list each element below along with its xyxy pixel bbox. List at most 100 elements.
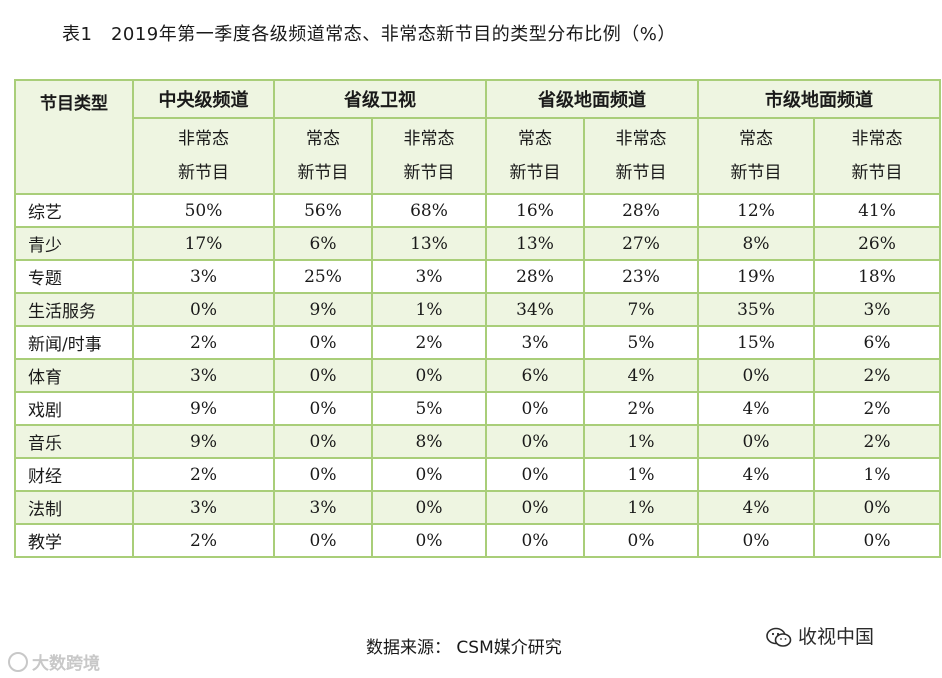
cell-value: 2% bbox=[132, 325, 275, 360]
cell-value: 0% bbox=[485, 424, 585, 459]
cell-value: 16% bbox=[485, 193, 585, 228]
cell-value: 0% bbox=[132, 292, 275, 327]
wechat-icon bbox=[766, 627, 792, 647]
cell-value: 3% bbox=[273, 490, 373, 525]
cell-value: 2% bbox=[132, 457, 275, 492]
cell-value: 13% bbox=[371, 226, 487, 261]
table-row: 教学 2% 0% 0% 0% 0% 0% 0% bbox=[14, 523, 941, 558]
cell-value: 0% bbox=[485, 391, 585, 426]
cell-value: 0% bbox=[273, 325, 373, 360]
cell-value: 18% bbox=[813, 259, 941, 294]
row-category: 专题 bbox=[14, 259, 134, 294]
cell-value: 5% bbox=[583, 325, 699, 360]
cell-value: 41% bbox=[813, 193, 941, 228]
header-sub: 非常态 新节目 bbox=[813, 117, 941, 195]
cell-value: 8% bbox=[371, 424, 487, 459]
header-sub: 非常态 新节目 bbox=[583, 117, 699, 195]
cell-value: 0% bbox=[813, 490, 941, 525]
table-row: 音乐 9% 0% 8% 0% 1% 0% 2% bbox=[14, 424, 941, 459]
table-row: 专题 3% 25% 3% 28% 23% 19% 18% bbox=[14, 259, 941, 294]
cell-value: 0% bbox=[273, 391, 373, 426]
table-row: 财经 2% 0% 0% 0% 1% 4% 1% bbox=[14, 457, 941, 492]
cell-value: 4% bbox=[583, 358, 699, 393]
cell-value: 68% bbox=[371, 193, 487, 228]
cell-value: 0% bbox=[273, 424, 373, 459]
watermark-right: 收视中国 bbox=[766, 622, 874, 649]
table-title: 表1 2019年第一季度各级频道常态、非常态新节目的类型分布比例（%） bbox=[62, 24, 676, 45]
header-group-central: 中央级频道 bbox=[132, 79, 275, 119]
cell-value: 35% bbox=[697, 292, 815, 327]
row-category: 戏剧 bbox=[14, 391, 134, 426]
cell-value: 1% bbox=[813, 457, 941, 492]
row-category: 综艺 bbox=[14, 193, 134, 228]
row-category: 青少 bbox=[14, 226, 134, 261]
cell-value: 2% bbox=[813, 391, 941, 426]
cell-value: 1% bbox=[371, 292, 487, 327]
cell-value: 2% bbox=[813, 358, 941, 393]
cell-value: 25% bbox=[273, 259, 373, 294]
cell-value: 0% bbox=[697, 424, 815, 459]
table-row: 法制 3% 3% 0% 0% 1% 4% 0% bbox=[14, 490, 941, 525]
row-category: 法制 bbox=[14, 490, 134, 525]
header-sub: 常态 新节目 bbox=[273, 117, 373, 195]
table-row: 生活服务 0% 9% 1% 34% 7% 35% 3% bbox=[14, 292, 941, 327]
cell-value: 0% bbox=[371, 523, 487, 558]
header-group-provincial-satellite: 省级卫视 bbox=[273, 79, 487, 119]
table-row: 综艺 50% 56% 68% 16% 28% 12% 41% bbox=[14, 193, 941, 228]
header-category: 节目类型 bbox=[14, 79, 134, 195]
cell-value: 0% bbox=[273, 523, 373, 558]
cell-value: 0% bbox=[273, 358, 373, 393]
cell-value: 3% bbox=[132, 259, 275, 294]
cell-value: 9% bbox=[273, 292, 373, 327]
cell-value: 19% bbox=[697, 259, 815, 294]
cell-value: 3% bbox=[132, 490, 275, 525]
header-group-provincial-terrestrial: 省级地面频道 bbox=[485, 79, 699, 119]
cell-value: 1% bbox=[583, 457, 699, 492]
data-source: 数据来源： CSM媒介研究 bbox=[366, 638, 562, 658]
header-sub: 常态 新节目 bbox=[697, 117, 815, 195]
cell-value: 0% bbox=[813, 523, 941, 558]
cell-value: 1% bbox=[583, 424, 699, 459]
row-category: 新闻/时事 bbox=[14, 325, 134, 360]
table-row: 体育 3% 0% 0% 6% 4% 0% 2% bbox=[14, 358, 941, 393]
cell-value: 12% bbox=[697, 193, 815, 228]
cell-value: 0% bbox=[697, 523, 815, 558]
cell-value: 9% bbox=[132, 424, 275, 459]
cell-value: 28% bbox=[485, 259, 585, 294]
row-category: 体育 bbox=[14, 358, 134, 393]
row-category: 教学 bbox=[14, 523, 134, 558]
cell-value: 13% bbox=[485, 226, 585, 261]
cell-value: 2% bbox=[371, 325, 487, 360]
cell-value: 3% bbox=[485, 325, 585, 360]
header-group-city-terrestrial: 市级地面频道 bbox=[697, 79, 941, 119]
cell-value: 50% bbox=[132, 193, 275, 228]
cell-value: 4% bbox=[697, 391, 815, 426]
cell-value: 4% bbox=[697, 490, 815, 525]
table-row: 新闻/时事 2% 0% 2% 3% 5% 15% 6% bbox=[14, 325, 941, 360]
row-category: 财经 bbox=[14, 457, 134, 492]
table-row: 青少 17% 6% 13% 13% 27% 8% 26% bbox=[14, 226, 941, 261]
cell-value: 0% bbox=[697, 358, 815, 393]
cell-value: 4% bbox=[697, 457, 815, 492]
cell-value: 23% bbox=[583, 259, 699, 294]
cell-value: 0% bbox=[485, 457, 585, 492]
cell-value: 3% bbox=[813, 292, 941, 327]
cell-value: 0% bbox=[583, 523, 699, 558]
cell-value: 5% bbox=[371, 391, 487, 426]
cell-value: 0% bbox=[371, 490, 487, 525]
cell-value: 27% bbox=[583, 226, 699, 261]
cell-value: 6% bbox=[273, 226, 373, 261]
cell-value: 6% bbox=[485, 358, 585, 393]
cell-value: 34% bbox=[485, 292, 585, 327]
header-sub: 非常态 新节目 bbox=[132, 117, 275, 195]
cell-value: 26% bbox=[813, 226, 941, 261]
cell-value: 1% bbox=[583, 490, 699, 525]
cell-value: 0% bbox=[371, 457, 487, 492]
header-sub: 非常态 新节目 bbox=[371, 117, 487, 195]
cell-value: 9% bbox=[132, 391, 275, 426]
cell-value: 0% bbox=[485, 490, 585, 525]
cell-value: 56% bbox=[273, 193, 373, 228]
cell-value: 2% bbox=[583, 391, 699, 426]
cell-value: 6% bbox=[813, 325, 941, 360]
cell-value: 3% bbox=[371, 259, 487, 294]
